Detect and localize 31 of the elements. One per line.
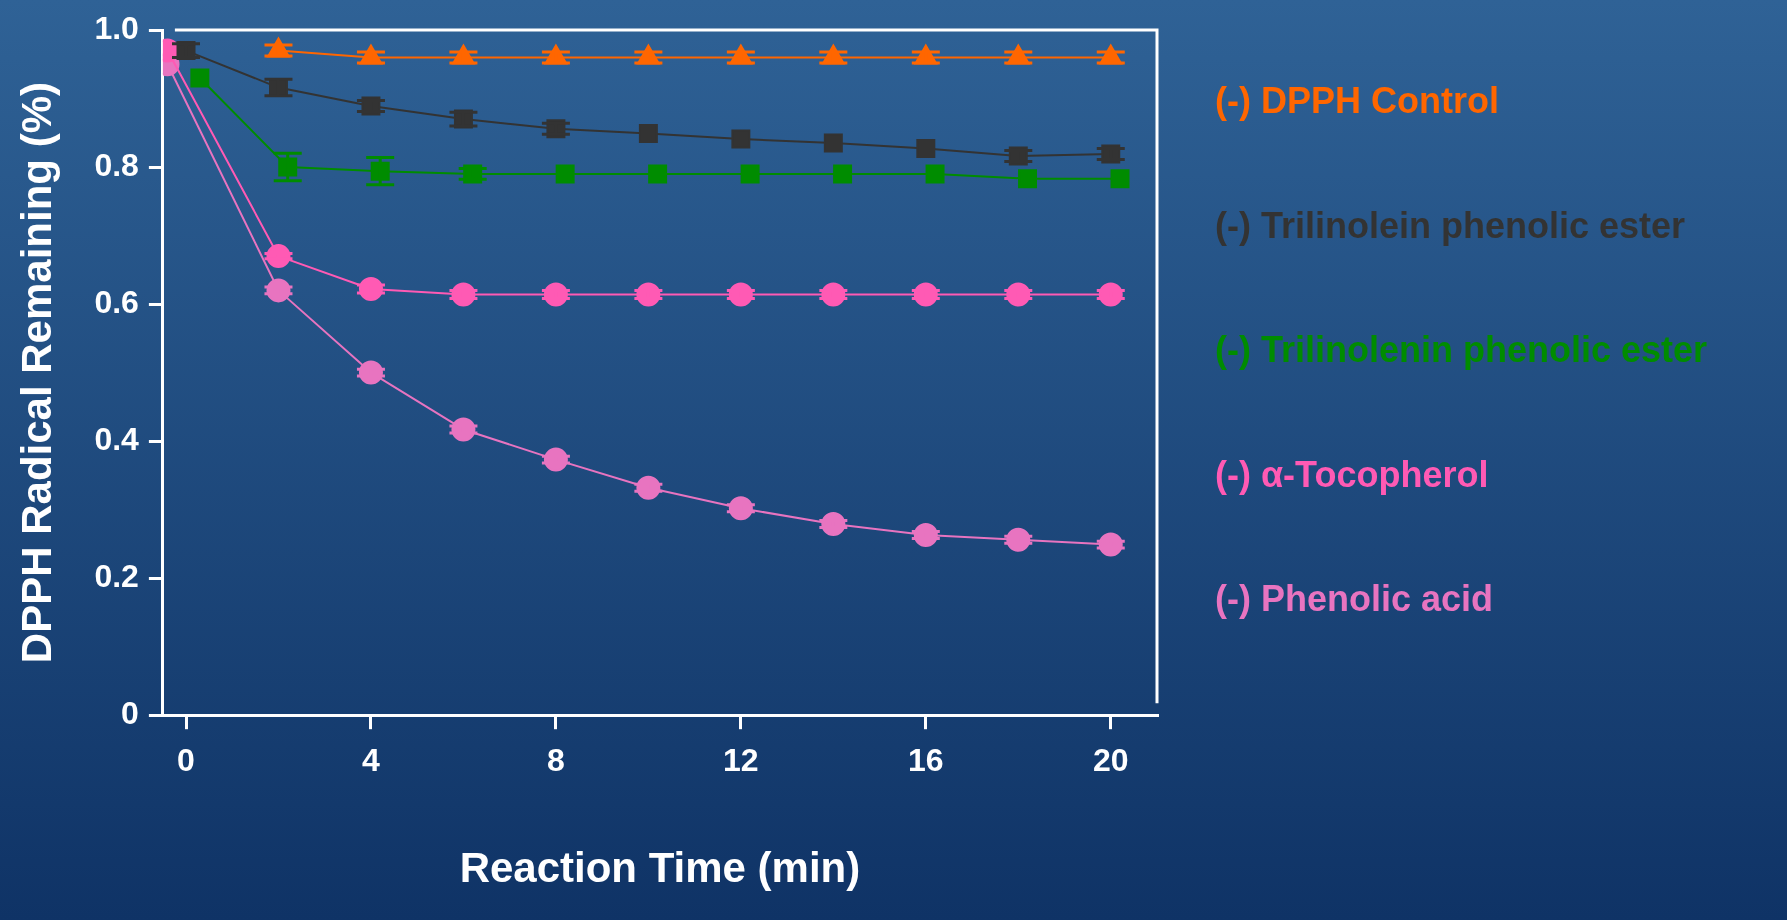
y-tick-label: 1.0: [94, 9, 139, 46]
text: (-) Trilinolenin phenolic ester: [1215, 329, 1708, 372]
y-tick-label: 0.6: [94, 283, 139, 320]
x-tick-label: 8: [547, 742, 565, 779]
point: [740, 164, 760, 184]
x-tick-label: 12: [723, 742, 759, 779]
point: [190, 68, 210, 88]
text: (-) DPPH Control: [1215, 80, 1499, 122]
x-tick-label: 20: [1092, 742, 1129, 779]
y-axis-title: DPPH Radical Remaining (%): [12, 82, 60, 664]
point: [833, 164, 853, 184]
y-tick-label: 0.4: [94, 420, 140, 457]
x-tick-label: 16: [908, 742, 944, 779]
point: [648, 164, 668, 184]
point: [1018, 169, 1038, 189]
point: [638, 123, 658, 143]
x-axis-title: Reaction Time (min): [459, 844, 861, 892]
y-tick-label: 0.8: [94, 146, 139, 183]
y-tick-label: 0.2: [94, 557, 139, 594]
point: [925, 164, 945, 184]
text: (-) Trilinolein phenolic ester: [1215, 204, 1686, 247]
x-tick-label: 4: [362, 742, 381, 779]
point: [731, 129, 751, 149]
point: [555, 164, 575, 184]
point: [1110, 169, 1130, 189]
x-tick-label: 0: [177, 742, 195, 779]
point: [916, 139, 936, 159]
point: [823, 133, 843, 153]
text: (-) Phenolic acid: [1215, 578, 1494, 621]
text: (-) α-Tocopherol: [1215, 453, 1489, 496]
y-tick-label: 0: [121, 695, 139, 732]
